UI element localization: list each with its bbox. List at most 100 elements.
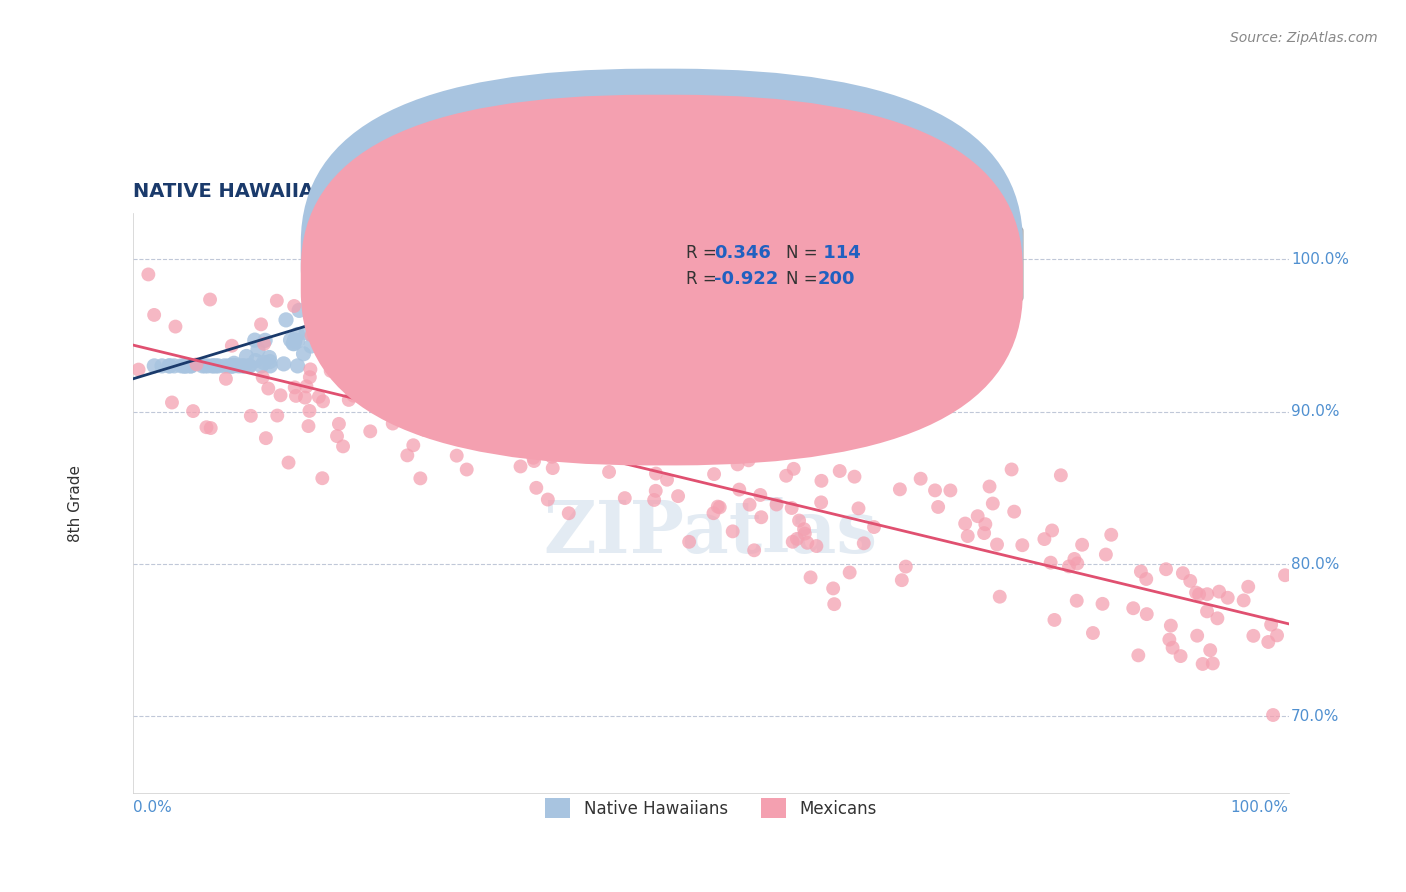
Point xyxy=(870,236,893,251)
Point xyxy=(848,501,870,516)
Text: 0.0%: 0.0% xyxy=(134,800,172,815)
Text: R =: R = xyxy=(686,244,721,262)
Point xyxy=(692,236,714,251)
Point xyxy=(475,244,498,259)
Point xyxy=(627,236,650,251)
Point xyxy=(939,483,962,498)
Point xyxy=(326,323,349,337)
Point xyxy=(558,506,581,520)
Point xyxy=(259,359,281,373)
Text: R =: R = xyxy=(686,270,721,288)
Point xyxy=(1241,629,1264,643)
Point xyxy=(1260,617,1282,632)
Point xyxy=(322,351,344,366)
Point xyxy=(274,313,297,327)
Point xyxy=(381,417,404,431)
Point xyxy=(541,450,564,464)
Point xyxy=(863,520,886,534)
Point xyxy=(765,498,787,512)
FancyBboxPatch shape xyxy=(301,95,1024,466)
Point xyxy=(786,532,808,546)
Point xyxy=(780,501,803,516)
Point xyxy=(1039,556,1062,570)
Point xyxy=(406,392,429,407)
Point xyxy=(613,491,636,505)
Point xyxy=(742,543,765,558)
Point xyxy=(1091,597,1114,611)
Point xyxy=(312,394,335,409)
Point xyxy=(523,454,546,468)
Point xyxy=(332,439,354,453)
Point xyxy=(257,382,280,396)
Point xyxy=(283,299,305,313)
Text: NATIVE HAWAIIAN VS MEXICAN 8TH GRADE CORRELATION CHART: NATIVE HAWAIIAN VS MEXICAN 8TH GRADE COR… xyxy=(134,182,846,201)
Point xyxy=(749,488,772,502)
Point xyxy=(356,276,378,290)
Point xyxy=(295,326,318,340)
Point xyxy=(749,510,772,524)
Point xyxy=(298,404,321,418)
Text: 8th Grade: 8th Grade xyxy=(67,465,83,541)
Point xyxy=(737,453,759,467)
Point xyxy=(782,462,804,476)
Point xyxy=(1057,559,1080,574)
Point xyxy=(285,389,308,403)
Point xyxy=(292,347,315,361)
Point xyxy=(398,264,420,278)
Point xyxy=(522,450,544,465)
Point xyxy=(527,236,550,251)
Point xyxy=(312,290,335,304)
Point xyxy=(157,359,180,373)
Point xyxy=(1180,574,1202,588)
Point xyxy=(468,236,491,251)
Point xyxy=(200,421,222,435)
Point xyxy=(174,359,197,373)
Point xyxy=(869,415,891,429)
Point xyxy=(471,236,494,251)
Point xyxy=(645,467,668,481)
Point xyxy=(1216,591,1239,605)
Point xyxy=(232,359,254,373)
Point xyxy=(531,236,554,251)
Point xyxy=(517,399,540,413)
Point xyxy=(838,566,860,580)
Point xyxy=(1188,587,1211,601)
Point xyxy=(143,308,166,322)
Point xyxy=(541,461,564,475)
Point xyxy=(787,514,810,528)
Point xyxy=(1265,628,1288,642)
Point xyxy=(554,236,576,251)
Point xyxy=(1257,635,1279,649)
Point xyxy=(505,236,527,251)
Point xyxy=(163,359,186,373)
Text: 90.0%: 90.0% xyxy=(1291,404,1340,419)
Point xyxy=(655,473,678,487)
Point xyxy=(367,303,389,318)
Point xyxy=(1154,562,1177,576)
Point xyxy=(221,359,243,373)
Point xyxy=(775,468,797,483)
Point xyxy=(347,321,370,335)
Point xyxy=(1195,604,1218,618)
Point xyxy=(173,359,195,373)
Point xyxy=(1002,505,1025,519)
Point xyxy=(222,356,245,370)
Point xyxy=(738,498,761,512)
Point xyxy=(287,334,309,348)
Point xyxy=(666,489,689,503)
Point xyxy=(284,333,307,347)
Point xyxy=(319,364,342,378)
Point xyxy=(1170,649,1192,664)
Point xyxy=(981,496,1004,510)
Point xyxy=(1066,557,1088,571)
Point xyxy=(266,409,288,423)
Point xyxy=(221,339,243,353)
Point xyxy=(194,359,217,373)
Point xyxy=(205,359,228,373)
Point xyxy=(343,293,366,308)
Point xyxy=(297,419,319,434)
Point xyxy=(294,391,316,405)
Point xyxy=(1081,626,1104,640)
Point xyxy=(828,436,851,450)
Point xyxy=(496,362,519,376)
